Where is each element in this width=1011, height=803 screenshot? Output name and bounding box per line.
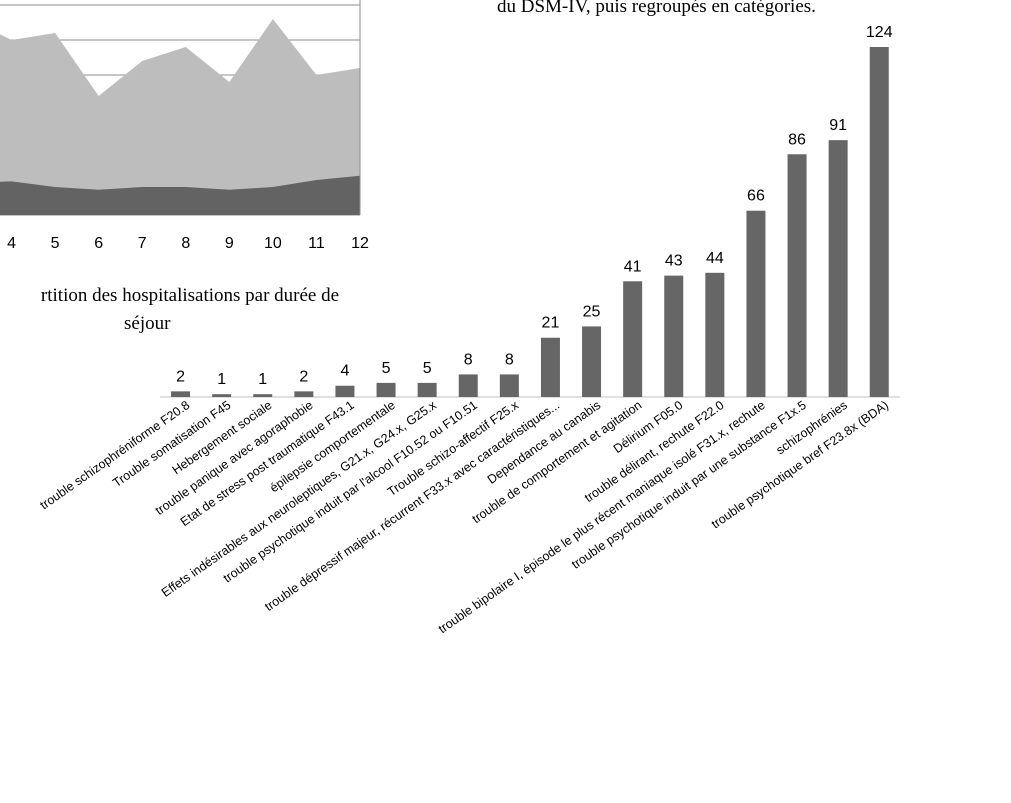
area-x-tick-label: 9 [225,235,234,252]
area-chart-subtitle: séjour [124,313,171,334]
bar [623,281,643,397]
bar-data-label: 2 [299,368,308,385]
area-x-tick-label: 10 [264,235,282,252]
bar [171,391,191,397]
area-x-tick-label: 5 [51,235,60,252]
bar [664,275,684,397]
bar [376,382,396,397]
area-x-tick-label: 8 [181,235,190,252]
bar-data-label: 86 [788,131,806,148]
bar-data-label: 43 [665,253,683,270]
bar-data-label: 5 [423,360,432,377]
bar-data-label: 41 [624,258,642,275]
bar [417,382,437,397]
document-caption-top: du DSM-IV, puis regroupés en catégories. [497,0,816,17]
bar-data-label: 8 [505,351,514,368]
bar-data-label: 91 [829,117,847,134]
bar [828,140,848,398]
bar-data-label: 25 [583,303,601,320]
area-series-1 [0,175,360,215]
bar-chart-bars [171,47,889,398]
bar [335,385,355,397]
bar-data-label: 21 [542,315,560,332]
bar-data-label: 1 [217,371,226,388]
bar [253,394,273,397]
bar-data-label: 1 [258,371,267,388]
bar [540,337,560,397]
area-chart-x-ticks: 4 5 6 7 8 9 10 11 12 [7,235,369,252]
bar [458,374,478,397]
bar [746,210,766,397]
bar-data-label: 2 [176,368,185,385]
area-chart-title: rtition des hospitalisations par durée d… [41,285,339,306]
bar [787,154,807,397]
area-x-tick-label: 4 [7,235,16,252]
bar-data-label: 124 [866,24,893,41]
bar-data-label: 4 [340,363,349,380]
bar [705,272,725,397]
bar [499,374,519,397]
area-chart: 4 5 6 7 8 9 10 11 12 rtition des hospitalisation… [0,0,369,334]
bar-data-label: 8 [464,351,473,368]
bar-data-label: 66 [747,188,765,205]
bar [294,391,314,397]
area-series-2 [0,19,360,215]
area-x-tick-label: 7 [138,235,147,252]
bar-data-label: 44 [706,250,724,267]
bar-data-label: 5 [382,360,391,377]
bar [869,47,889,397]
area-x-tick-label: 6 [94,235,103,252]
area-x-tick-label: 12 [351,235,369,252]
bar [582,326,602,397]
area-x-tick-label: 11 [308,235,325,252]
bar [212,394,232,397]
